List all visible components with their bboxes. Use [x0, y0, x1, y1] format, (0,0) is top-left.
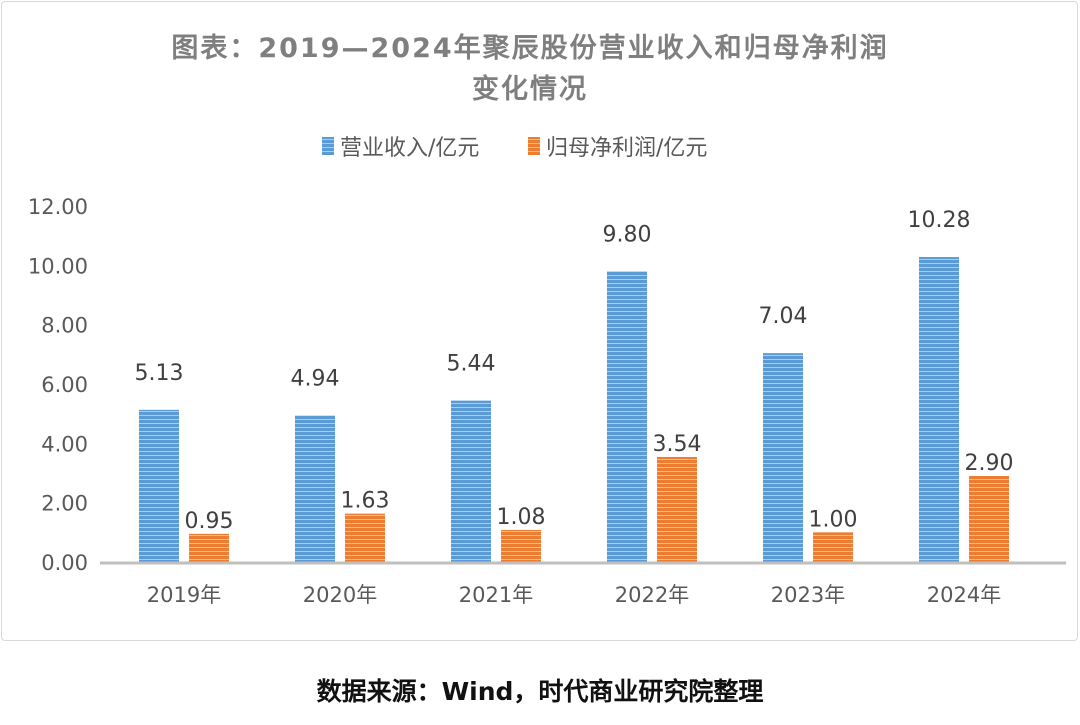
y-tick-label: 10.00	[28, 254, 88, 278]
y-tick-label: 2.00	[41, 492, 88, 516]
revenue-bar	[607, 271, 647, 562]
legend-swatch-revenue	[322, 137, 334, 155]
revenue-data-label: 5.13	[135, 361, 184, 386]
chart-title-line2: 变化情况	[472, 73, 588, 105]
profit-bar	[501, 529, 541, 562]
source-note: 数据来源：Wind，时代商业研究院整理	[316, 677, 764, 706]
y-tick-label: 0.00	[41, 551, 88, 575]
profit-bar	[969, 475, 1009, 562]
y-tick-label: 12.00	[28, 195, 88, 219]
legend: 营业收入/亿元 归母净利润/亿元	[322, 136, 707, 161]
profit-bar	[657, 456, 697, 562]
profit-data-label: 2.90	[965, 451, 1014, 476]
x-tick-label: 2020年	[303, 583, 377, 607]
y-tick-label: 6.00	[41, 373, 88, 397]
revenue-data-label: 10.28	[908, 208, 971, 233]
revenue-bar	[763, 353, 803, 562]
profit-data-label: 0.95	[185, 509, 234, 534]
profit-bar	[345, 513, 385, 562]
revenue-bar	[451, 400, 491, 562]
profit-bar	[189, 533, 229, 562]
revenue-bar	[919, 257, 959, 562]
chart-title-line1: 图表：2019—2024年聚辰股份营业收入和归母净利润	[171, 32, 888, 64]
legend-label-revenue: 营业收入/亿元	[340, 136, 479, 161]
profit-data-label: 1.08	[497, 505, 546, 530]
chart-frame	[1, 1, 1078, 641]
y-tick-label: 4.00	[41, 432, 88, 456]
revenue-data-label: 7.04	[759, 304, 808, 329]
revenue-data-label: 9.80	[603, 222, 652, 247]
revenue-data-label: 5.44	[447, 352, 496, 377]
revenue-bar	[139, 409, 179, 562]
profit-data-label: 1.00	[809, 507, 858, 532]
y-tick-label: 8.00	[41, 314, 88, 338]
x-tick-label: 2022年	[615, 583, 689, 607]
revenue-bar	[295, 415, 335, 562]
x-tick-label: 2019年	[147, 583, 221, 607]
x-tick-label: 2023年	[771, 583, 845, 607]
profit-bar	[813, 532, 853, 562]
x-tick-label: 2021年	[459, 583, 533, 607]
revenue-data-label: 4.94	[291, 366, 340, 391]
legend-label-profit: 归母净利润/亿元	[546, 136, 707, 161]
profit-data-label: 1.63	[341, 489, 390, 514]
profit-data-label: 3.54	[653, 432, 702, 457]
legend-swatch-profit	[528, 137, 540, 155]
bar-chart: 图表：2019—2024年聚辰股份营业收入和归母净利润 变化情况 营业收入/亿元…	[28, 32, 1066, 607]
x-tick-label: 2024年	[927, 583, 1001, 607]
